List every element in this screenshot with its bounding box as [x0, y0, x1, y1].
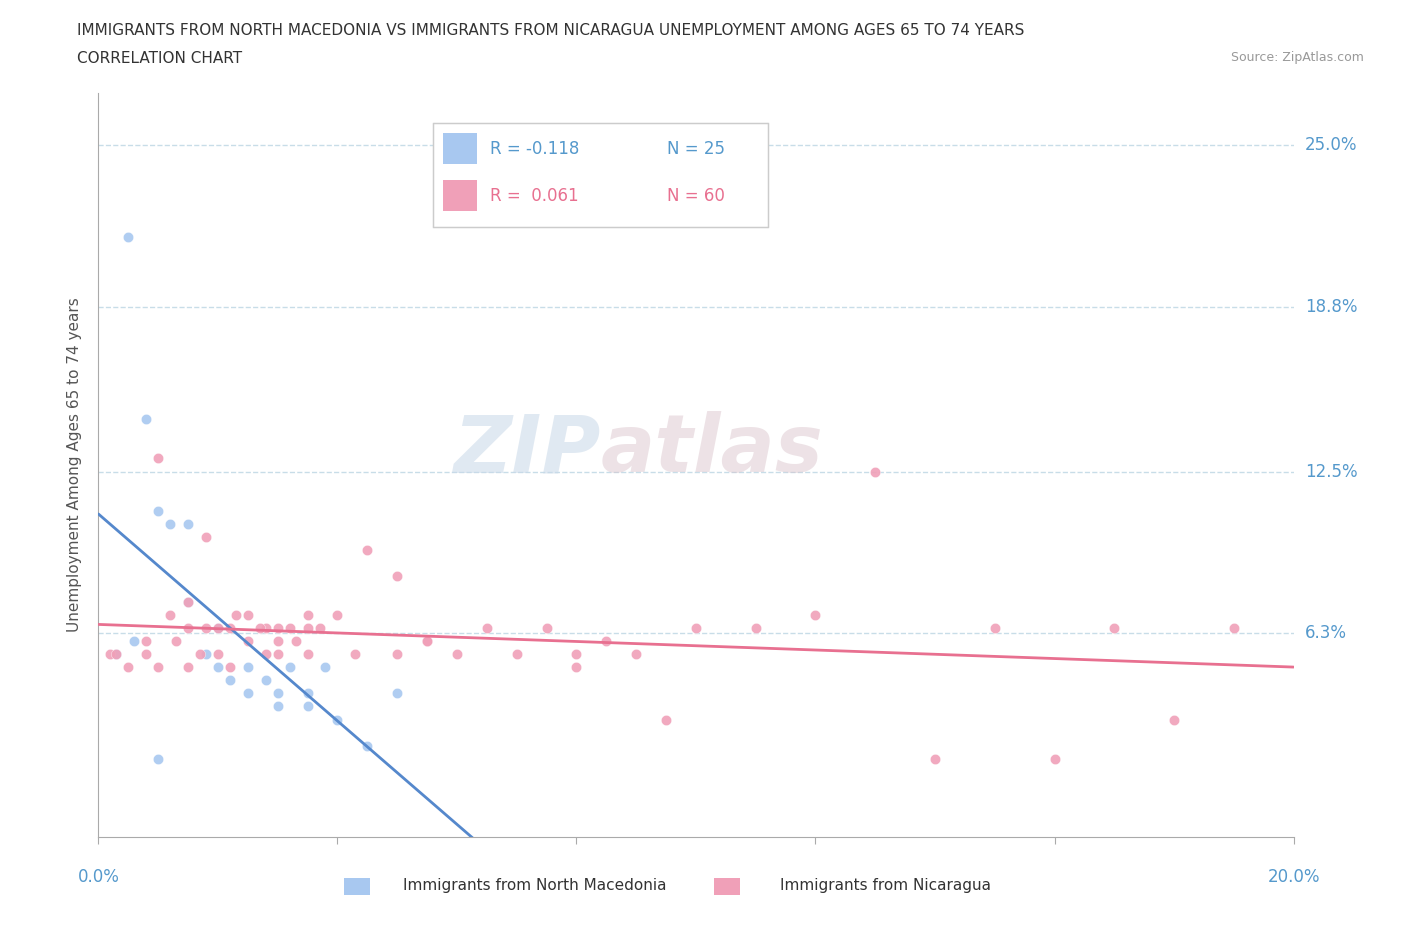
- Point: [297, 699, 319, 714]
- Text: CORRELATION CHART: CORRELATION CHART: [77, 51, 242, 66]
- Point: [105, 647, 128, 662]
- Point: [254, 673, 277, 688]
- Point: [865, 464, 887, 479]
- Point: [207, 660, 229, 675]
- Point: [416, 633, 439, 648]
- Point: [278, 660, 301, 675]
- Point: [177, 516, 200, 531]
- Point: [385, 686, 409, 701]
- Point: [148, 503, 170, 518]
- Point: [236, 633, 259, 648]
- Point: [536, 620, 558, 635]
- Point: [475, 620, 498, 635]
- Point: [326, 607, 349, 622]
- Point: [506, 647, 529, 662]
- Point: [148, 751, 170, 766]
- Point: [416, 633, 439, 648]
- Point: [177, 594, 200, 609]
- Point: [219, 660, 242, 675]
- Text: 20.0%: 20.0%: [1267, 868, 1320, 885]
- Point: [135, 647, 157, 662]
- Y-axis label: Unemployment Among Ages 65 to 74 years: Unemployment Among Ages 65 to 74 years: [67, 298, 83, 632]
- Point: [297, 620, 319, 635]
- Point: [207, 620, 229, 635]
- Point: [1104, 620, 1126, 635]
- Point: [98, 647, 122, 662]
- Point: [105, 647, 128, 662]
- Point: [117, 660, 139, 675]
- Point: [195, 529, 218, 544]
- Point: [236, 686, 259, 701]
- Point: [655, 712, 678, 727]
- Point: [278, 620, 301, 635]
- Point: [626, 647, 648, 662]
- Point: [207, 647, 229, 662]
- Point: [565, 660, 588, 675]
- Point: [315, 660, 337, 675]
- Point: [267, 633, 290, 648]
- Text: 0.0%: 0.0%: [77, 868, 120, 885]
- Point: [267, 699, 290, 714]
- Point: [1043, 751, 1066, 766]
- Point: [195, 620, 218, 635]
- Point: [565, 647, 588, 662]
- Point: [159, 607, 181, 622]
- Point: [804, 607, 827, 622]
- Point: [236, 660, 259, 675]
- Text: atlas: atlas: [600, 411, 823, 489]
- Text: Immigrants from North Macedonia: Immigrants from North Macedonia: [402, 878, 666, 893]
- Point: [326, 712, 349, 727]
- Text: 18.8%: 18.8%: [1305, 298, 1357, 316]
- Point: [225, 607, 247, 622]
- Point: [254, 647, 277, 662]
- Point: [297, 607, 319, 622]
- Point: [356, 542, 378, 557]
- Text: IMMIGRANTS FROM NORTH MACEDONIA VS IMMIGRANTS FROM NICARAGUA UNEMPLOYMENT AMONG : IMMIGRANTS FROM NORTH MACEDONIA VS IMMIG…: [77, 23, 1025, 38]
- Point: [267, 647, 290, 662]
- Point: [267, 686, 290, 701]
- Point: [195, 647, 218, 662]
- Point: [254, 620, 277, 635]
- Point: [297, 686, 319, 701]
- Point: [385, 568, 409, 583]
- Point: [446, 647, 468, 662]
- Point: [984, 620, 1007, 635]
- Point: [148, 451, 170, 466]
- Point: [284, 633, 307, 648]
- Text: 25.0%: 25.0%: [1305, 136, 1357, 154]
- Point: [1223, 620, 1246, 635]
- Point: [924, 751, 946, 766]
- Text: Source: ZipAtlas.com: Source: ZipAtlas.com: [1230, 51, 1364, 64]
- Point: [165, 633, 187, 648]
- Point: [595, 633, 617, 648]
- Point: [135, 412, 157, 427]
- Text: 6.3%: 6.3%: [1305, 624, 1347, 643]
- Point: [117, 229, 139, 244]
- Point: [385, 647, 409, 662]
- Point: [745, 620, 768, 635]
- Point: [249, 620, 271, 635]
- Point: [219, 673, 242, 688]
- Point: [685, 620, 707, 635]
- Point: [344, 647, 367, 662]
- Point: [177, 620, 200, 635]
- Point: [236, 607, 259, 622]
- Text: ZIP: ZIP: [453, 411, 600, 489]
- Point: [308, 620, 330, 635]
- Point: [219, 620, 242, 635]
- Point: [356, 738, 378, 753]
- Point: [188, 647, 211, 662]
- Point: [207, 620, 229, 635]
- Point: [267, 620, 290, 635]
- Point: [124, 633, 146, 648]
- Text: 12.5%: 12.5%: [1305, 462, 1357, 481]
- Point: [135, 633, 157, 648]
- Point: [1163, 712, 1185, 727]
- Text: Immigrants from Nicaragua: Immigrants from Nicaragua: [780, 878, 991, 893]
- Point: [297, 647, 319, 662]
- Point: [159, 516, 181, 531]
- Point: [148, 660, 170, 675]
- Point: [177, 594, 200, 609]
- Point: [177, 660, 200, 675]
